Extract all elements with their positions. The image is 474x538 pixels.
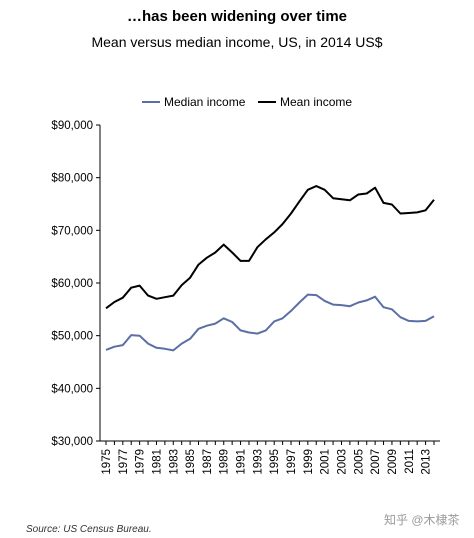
- x-tick-label: 1975: [101, 449, 113, 475]
- y-tick-label: $40,000: [51, 383, 93, 395]
- median-income-line: [105, 293, 435, 352]
- x-tick-label: 2005: [353, 449, 365, 475]
- x-tick-label: 1977: [118, 449, 130, 475]
- x-tick-label: 1993: [252, 449, 264, 475]
- x-tick-label: 1983: [168, 449, 180, 475]
- source-note: Source: US Census Bureau.: [26, 524, 152, 535]
- x-tick-label: 2013: [421, 449, 433, 475]
- chart-subtitle: Mean versus median income, US, in 2014 U…: [91, 34, 383, 50]
- x-tick-label: 1987: [202, 449, 214, 475]
- x-tick-label: 2001: [320, 449, 332, 475]
- watermark: 知乎 @木棣茶: [384, 513, 460, 527]
- y-tick-label: $70,000: [51, 225, 93, 237]
- y-tick-label: $50,000: [51, 331, 93, 343]
- y-tick-label: $60,000: [51, 278, 93, 290]
- legend-label: Median income: [164, 95, 246, 109]
- y-tick-label: $90,000: [51, 120, 93, 132]
- y-tick-label: $30,000: [51, 436, 93, 448]
- x-tick-label: 1995: [269, 449, 281, 475]
- x-tick-label: 1991: [236, 449, 248, 475]
- x-tick-label: 1989: [219, 449, 231, 475]
- x-tick-label: 1985: [185, 449, 197, 475]
- mean-income-line: [105, 185, 435, 310]
- x-tick-label: 2011: [404, 449, 416, 474]
- x-tick-label: 1999: [303, 449, 315, 475]
- y-tick-label: $80,000: [51, 173, 93, 185]
- chart-title: …has been widening over time: [126, 8, 348, 25]
- x-tick-label: 2003: [336, 449, 348, 475]
- x-tick-label: 2009: [387, 449, 399, 475]
- x-tick-label: 2007: [370, 449, 382, 475]
- legend-label: Mean income: [280, 95, 352, 109]
- x-tick-label: 1979: [135, 449, 147, 475]
- x-tick-label: 1997: [286, 449, 298, 475]
- x-tick-label: 1981: [151, 449, 163, 475]
